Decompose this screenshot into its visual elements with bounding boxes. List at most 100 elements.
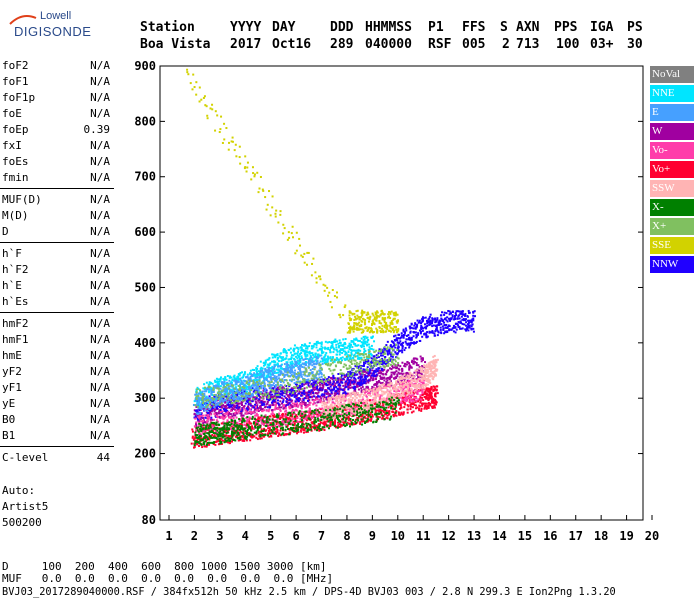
echo-point-nnw	[363, 382, 366, 385]
echo-point-nnw	[438, 321, 441, 324]
echo-point-nne	[259, 367, 262, 370]
echo-point-w	[238, 402, 241, 405]
echo-point-e	[275, 375, 278, 378]
echo-point-vo	[425, 392, 428, 395]
echo-point-nnw	[432, 324, 435, 327]
echo-point-nne	[216, 383, 219, 386]
echo-point-e	[199, 411, 202, 414]
echo-point-w	[240, 414, 243, 417]
echo-point-e	[311, 364, 314, 367]
echo-point-nnw	[470, 325, 473, 328]
echo-point-vo	[206, 428, 209, 431]
echo-point-w	[415, 357, 418, 360]
echo-point-nnw	[431, 319, 434, 322]
x-tick-label: 8	[343, 529, 350, 543]
echo-point-vo	[202, 420, 205, 423]
echo-point-w	[370, 387, 373, 390]
echo-point-vo	[279, 434, 282, 437]
echo-point-nnw	[207, 412, 210, 415]
param-row-foF2: foF2 N/A	[0, 58, 114, 74]
echo-point-nne	[335, 343, 338, 346]
echo-point-vo	[315, 424, 318, 427]
echo-point-nne	[370, 344, 373, 347]
echo-point-vo	[371, 413, 374, 416]
echo-point-w	[193, 412, 196, 415]
echo-point-e	[279, 370, 282, 373]
echo-point-nnw	[401, 334, 404, 337]
echo-point-nne	[307, 351, 310, 354]
echo-point-e	[238, 393, 241, 396]
echo-point-vo	[208, 416, 211, 419]
echo-point-nnw	[391, 341, 394, 344]
echo-point-nne	[359, 349, 362, 352]
echo-point-nnw	[412, 335, 415, 338]
echo-point-nnw	[398, 350, 401, 353]
echo-point-e	[293, 373, 296, 376]
echo-point-vo	[220, 438, 223, 441]
echo-point-vo	[433, 401, 436, 404]
echo-point-nnw	[346, 376, 349, 379]
echo-point-vo	[295, 415, 298, 418]
echo-point-vo	[345, 409, 348, 412]
echo-point-nne	[257, 374, 260, 377]
echo-point-w	[378, 371, 381, 374]
echo-point-vo	[427, 396, 430, 399]
echo-point-vo	[425, 395, 428, 398]
x-tick-label: 18	[594, 529, 608, 543]
echo-point-w	[379, 369, 382, 372]
echo-point-w	[342, 384, 345, 387]
echo-point-nne	[345, 346, 348, 349]
echo-point-vo	[382, 411, 385, 414]
echo-point-w	[240, 412, 243, 415]
echo-point-vo	[212, 426, 215, 429]
echo-point-vo	[206, 416, 209, 419]
echo-point-w	[196, 414, 199, 417]
echo-point-e	[304, 374, 307, 377]
echo-point-w	[227, 414, 230, 417]
echo-point-w	[409, 365, 412, 368]
echo-point-vo	[255, 421, 258, 424]
echo-point-nnw	[422, 327, 425, 330]
echo-point-w	[328, 383, 331, 386]
param-row-M(D): M(D) N/A	[0, 208, 114, 224]
echo-point-vo	[220, 416, 223, 419]
echo-point-w	[384, 383, 387, 386]
echo-point-nnw	[426, 321, 429, 324]
echo-point-nnw	[279, 390, 282, 393]
echo-point-w	[412, 360, 415, 363]
header-value-3: 289	[330, 37, 354, 52]
echo-point-nne	[320, 343, 323, 346]
echo-point-e	[222, 383, 225, 386]
echo-point-vo	[309, 413, 312, 416]
echo-point-w	[403, 364, 406, 367]
echo-point-w	[338, 393, 341, 396]
echo-point-nne	[353, 349, 356, 352]
echo-point-vo	[354, 418, 357, 421]
echo-point-nnw	[448, 329, 451, 332]
echo-point-nnw	[357, 366, 360, 369]
echo-point-vo	[297, 430, 300, 433]
echo-point-vo	[305, 419, 308, 422]
echo-point-nnw	[326, 378, 329, 381]
echo-point-nne	[224, 377, 227, 380]
echo-point-vo	[299, 429, 302, 432]
echo-point-e	[316, 357, 319, 360]
echo-point-vo	[305, 426, 308, 429]
echo-point-e	[314, 366, 317, 369]
echo-point-nne	[325, 352, 328, 355]
echo-point-e	[316, 360, 319, 363]
echo-point-nnw	[364, 368, 367, 371]
echo-point-e	[250, 380, 253, 383]
echo-point-nne	[342, 343, 345, 346]
echo-point-nnw	[397, 337, 400, 340]
echo-point-vo	[240, 418, 243, 421]
echo-point-nne	[341, 348, 344, 351]
echo-point-vo	[272, 424, 275, 427]
param-row-hmF2: hmF2 N/A	[0, 316, 114, 332]
echo-point-e	[246, 375, 249, 378]
echo-point-vo	[201, 432, 204, 435]
echo-point-e	[259, 371, 262, 374]
echo-point-w	[368, 374, 371, 377]
echo-point-nnw	[404, 346, 407, 349]
echo-point-w	[413, 371, 416, 374]
